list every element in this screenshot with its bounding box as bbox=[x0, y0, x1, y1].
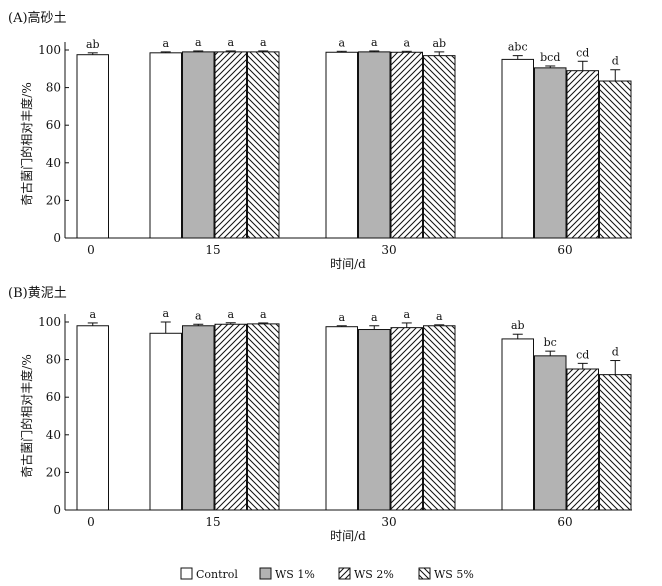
legend-label: WS 1% bbox=[275, 568, 315, 581]
bar bbox=[390, 327, 423, 511]
significance-label: cd bbox=[576, 348, 589, 361]
bar bbox=[501, 338, 534, 511]
bar bbox=[566, 70, 599, 239]
bar bbox=[76, 54, 109, 239]
panel-a: (A)高砂土 0 20 40 60 80 100 奇古菌门的相对丰度/% 0 15 30 60 时间/d… bbox=[8, 10, 632, 271]
x-tick-label: 60 bbox=[557, 243, 572, 257]
legend: Control WS 1% WS 2% WS 5% bbox=[180, 567, 474, 581]
significance-label: ab bbox=[511, 319, 525, 332]
legend-swatch bbox=[338, 567, 351, 580]
legend-swatch bbox=[418, 567, 431, 580]
legend-label: WS 5% bbox=[434, 568, 474, 581]
bar bbox=[501, 58, 534, 239]
y-tick-label: 60 bbox=[46, 390, 61, 404]
x-tick-label: 30 bbox=[381, 243, 396, 257]
significance-label: a bbox=[227, 308, 234, 321]
bar bbox=[534, 67, 567, 239]
bar bbox=[214, 323, 247, 511]
significance-label: a bbox=[403, 308, 410, 321]
bar bbox=[390, 51, 423, 239]
significance-label: a bbox=[260, 308, 267, 321]
bar bbox=[149, 332, 182, 511]
significance-label: a bbox=[260, 36, 267, 49]
bar bbox=[182, 325, 215, 511]
bar bbox=[599, 374, 632, 511]
y-axis-title: 奇古菌门的相对丰度/% bbox=[19, 82, 34, 205]
x-tick-label: 15 bbox=[205, 515, 220, 529]
y-tick-label: 20 bbox=[46, 193, 61, 207]
x-tick-label: 15 bbox=[205, 243, 220, 257]
panel-title: (A)高砂土 bbox=[8, 10, 67, 26]
bar bbox=[358, 51, 391, 239]
significance-label: a bbox=[195, 309, 202, 322]
legend-swatch bbox=[180, 567, 193, 580]
x-tick-label: 0 bbox=[87, 243, 95, 257]
y-tick-label: 40 bbox=[46, 428, 61, 442]
significance-label: a bbox=[338, 311, 345, 324]
legend-swatch bbox=[259, 567, 272, 580]
bar bbox=[182, 51, 215, 239]
x-axis-title: 时间/d bbox=[330, 529, 366, 543]
y-tick-label: 100 bbox=[38, 315, 61, 329]
bar bbox=[325, 51, 358, 239]
significance-label: cd bbox=[576, 46, 589, 59]
significance-label: a bbox=[436, 310, 443, 323]
significance-label: a bbox=[371, 36, 378, 49]
y-axis-title: 奇古菌门的相对丰度/% bbox=[19, 354, 34, 477]
significance-label: d bbox=[612, 346, 619, 359]
y-tick-label: 80 bbox=[46, 81, 61, 95]
bar bbox=[599, 80, 632, 239]
bar bbox=[566, 368, 599, 511]
significance-label: a bbox=[371, 311, 378, 324]
y-tick-label: 40 bbox=[46, 156, 61, 170]
x-axis-title: 时间/d bbox=[330, 257, 366, 271]
bar bbox=[214, 51, 247, 239]
significance-label: bcd bbox=[540, 51, 560, 64]
significance-label: d bbox=[612, 55, 619, 68]
y-tick-label: 100 bbox=[38, 43, 61, 57]
bar bbox=[325, 326, 358, 511]
bar bbox=[423, 55, 456, 239]
panel-title: (B)黄泥土 bbox=[8, 286, 67, 301]
y-tick-label: 0 bbox=[53, 231, 61, 245]
significance-label: a bbox=[162, 37, 169, 50]
bar bbox=[149, 52, 182, 239]
significance-label: ab bbox=[86, 38, 100, 51]
significance-label: ab bbox=[432, 37, 446, 50]
y-tick-label: 0 bbox=[53, 503, 61, 517]
y-tick-label: 80 bbox=[46, 353, 61, 367]
legend-label: Control bbox=[196, 568, 238, 581]
significance-label: a bbox=[403, 36, 410, 49]
panel-b: (B)黄泥土 0 20 40 60 80 100 奇古菌门的相对丰度/% 0 15 30 60 时间/d… bbox=[8, 286, 632, 543]
significance-label: bc bbox=[544, 336, 557, 349]
significance-label: a bbox=[338, 36, 345, 49]
x-tick-label: 0 bbox=[87, 515, 95, 529]
significance-label: a bbox=[227, 36, 234, 49]
significance-label: abc bbox=[508, 41, 528, 54]
bar bbox=[358, 329, 391, 511]
significance-label: a bbox=[195, 36, 202, 49]
bar bbox=[76, 325, 109, 511]
significance-label: a bbox=[162, 307, 169, 320]
bar bbox=[534, 355, 567, 511]
y-tick-label: 60 bbox=[46, 118, 61, 132]
bar bbox=[247, 323, 280, 511]
bar bbox=[423, 325, 456, 511]
significance-label: a bbox=[89, 308, 96, 321]
x-tick-label: 60 bbox=[557, 515, 572, 529]
y-tick-label: 20 bbox=[46, 465, 61, 479]
x-tick-label: 30 bbox=[381, 515, 396, 529]
legend-label: WS 2% bbox=[354, 568, 394, 581]
bar bbox=[247, 51, 280, 239]
